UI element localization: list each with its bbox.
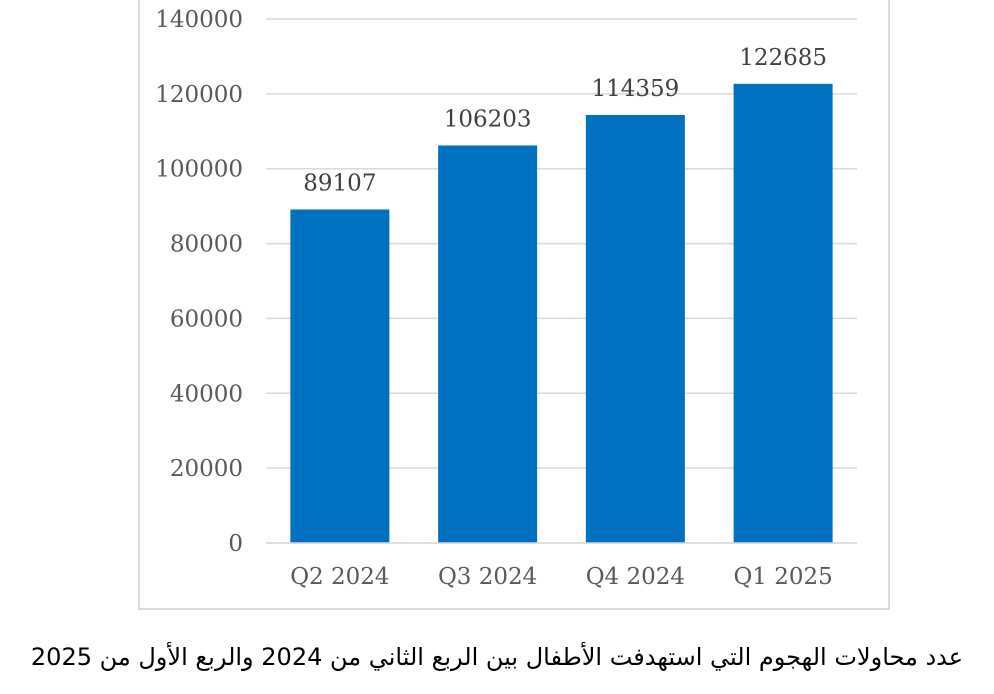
bar <box>733 83 833 544</box>
y-tick-label: 0 <box>228 531 243 557</box>
y-tick-label: 100000 <box>155 157 243 183</box>
data-label: 106203 <box>444 106 532 132</box>
chart-border <box>138 0 890 610</box>
x-tick-label: Q2 2024 <box>290 564 389 590</box>
bar <box>290 209 390 543</box>
x-tick-label: Q4 2024 <box>586 564 685 590</box>
chart-caption: عدد محاولات الهجوم التي استهدفت الأطفال … <box>30 643 964 671</box>
data-label: 122685 <box>739 45 827 71</box>
y-tick-label: 40000 <box>170 381 243 407</box>
data-label: 114359 <box>591 76 679 102</box>
y-tick-label: 120000 <box>155 82 243 108</box>
y-tick-label: 80000 <box>170 232 243 258</box>
bar <box>585 114 685 544</box>
bar <box>438 145 538 543</box>
y-tick-label: 20000 <box>170 456 243 482</box>
x-tick-label: Q3 2024 <box>438 564 537 590</box>
y-tick-label: 60000 <box>170 306 243 332</box>
x-tick-label: Q1 2025 <box>733 564 832 590</box>
y-tick-label: 140000 <box>155 7 243 33</box>
data-label: 89107 <box>303 170 376 196</box>
